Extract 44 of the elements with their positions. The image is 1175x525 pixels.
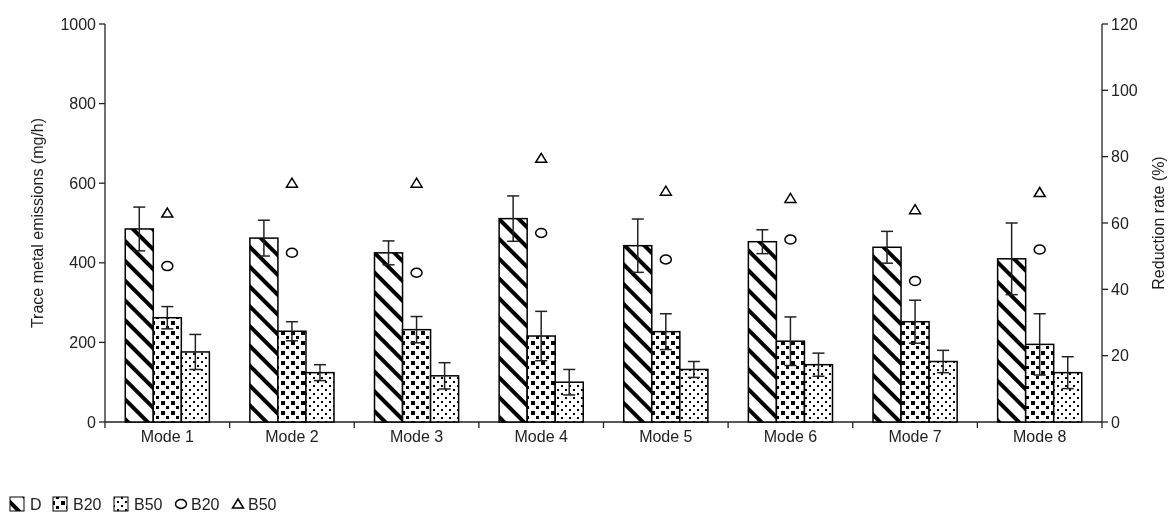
y2-tick-label: 20 xyxy=(1111,347,1129,365)
y2-tick-label: 0 xyxy=(1111,413,1120,431)
point xyxy=(784,234,797,245)
y-tick-label: 1000 xyxy=(60,15,97,33)
point xyxy=(285,177,299,188)
x-tick-label: Mode 6 xyxy=(763,428,818,445)
point xyxy=(285,247,299,259)
y-axis-title: Trace metal emissions (mg/h) xyxy=(29,117,46,329)
legend-label: B20 xyxy=(191,496,220,513)
y-tick-label: 800 xyxy=(69,95,97,113)
y-tick-label: 600 xyxy=(69,174,97,192)
point xyxy=(659,185,673,196)
x-tick-label: Mode 4 xyxy=(514,428,568,445)
point xyxy=(908,203,922,215)
y-tick-label: 400 xyxy=(69,254,97,272)
point xyxy=(659,254,673,265)
y-tick-label: 0 xyxy=(87,413,97,431)
legend-label: B50 xyxy=(248,496,277,513)
point xyxy=(1033,244,1046,255)
x-tick-label: Mode 3 xyxy=(389,428,444,445)
point xyxy=(1033,186,1046,198)
legend-label: B20 xyxy=(73,496,102,513)
point xyxy=(161,207,174,218)
x-tick-label: Mode 2 xyxy=(265,428,319,445)
x-tick-label: Mode 7 xyxy=(888,428,942,445)
x-tick-label: Mode 8 xyxy=(1013,428,1067,445)
y2-axis-title: Reduction rate (%) xyxy=(1150,156,1167,290)
point xyxy=(410,177,423,188)
x-tick-label: Mode 5 xyxy=(639,428,693,445)
point xyxy=(410,267,423,278)
legend-label: D xyxy=(30,496,42,513)
point xyxy=(908,275,922,287)
point xyxy=(534,227,548,239)
y2-tick-label: 100 xyxy=(1111,81,1138,99)
point xyxy=(784,192,797,204)
y2-tick-label: 80 xyxy=(1111,148,1129,166)
y2-tick-label: 120 xyxy=(1111,15,1138,33)
legend-label: B50 xyxy=(134,496,163,513)
x-tick-label: Mode 1 xyxy=(140,428,195,445)
y2-tick-label: 40 xyxy=(1111,280,1129,298)
y2-tick-label: 60 xyxy=(1111,214,1129,232)
y-tick-label: 200 xyxy=(69,334,97,351)
point xyxy=(161,260,174,272)
point xyxy=(534,152,548,164)
